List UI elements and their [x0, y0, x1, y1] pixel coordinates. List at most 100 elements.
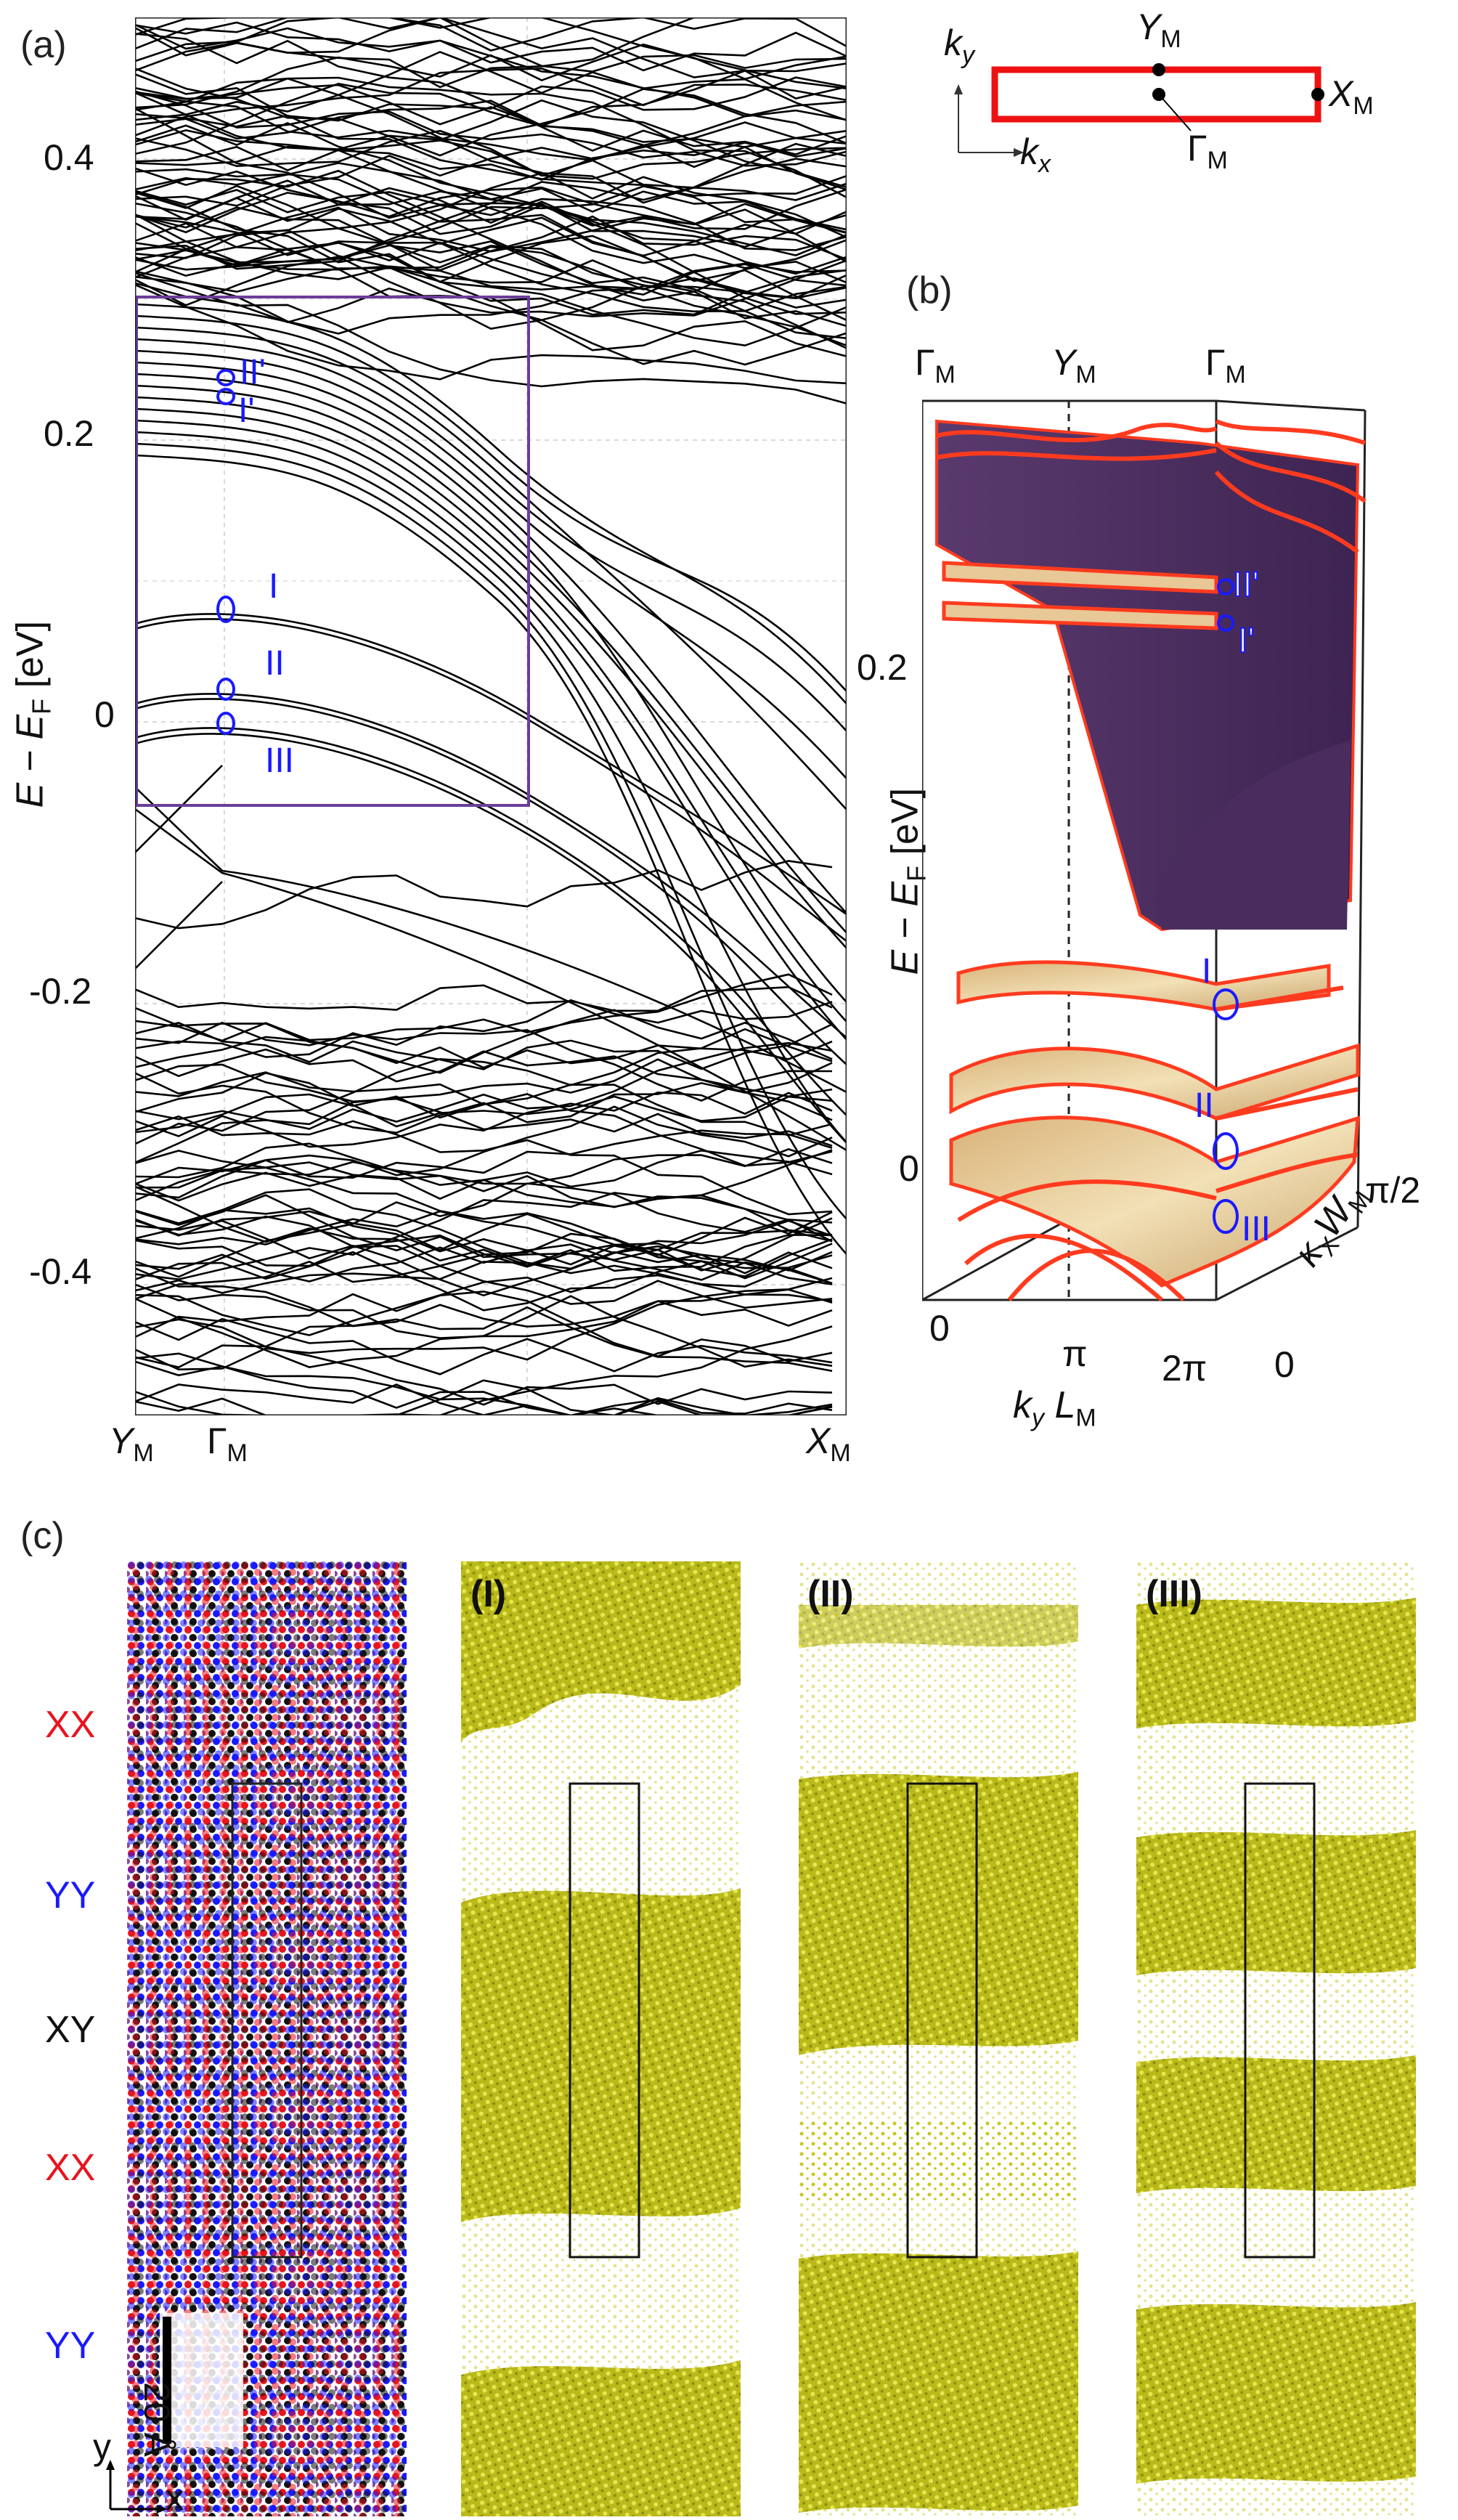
- band-line: [135, 92, 847, 161]
- band-line: [135, 1207, 833, 1277]
- band-line: [135, 1009, 833, 1074]
- region-XX-1: XX: [45, 1704, 96, 1746]
- band-line: [135, 984, 833, 1012]
- band-line: [135, 1182, 833, 1278]
- band-surface-III: [949, 1115, 1360, 1288]
- band-line: [135, 1161, 833, 1243]
- ytick-0-2: 0.2: [44, 413, 94, 454]
- point-Y: [1152, 63, 1165, 76]
- band-line: [135, 396, 847, 949]
- density-label-III: (III): [1146, 1573, 1202, 1615]
- ytick-0: 0: [94, 694, 115, 735]
- region-YY-1: YY: [45, 1874, 96, 1917]
- band-line: [135, 613, 847, 916]
- band-line: [135, 765, 223, 853]
- band-line: [135, 303, 847, 705]
- axis-y-label: y: [93, 2426, 111, 2467]
- band-line: [135, 129, 847, 181]
- b-xtick-pi: π: [1062, 1333, 1088, 1374]
- band-line: [135, 349, 847, 780]
- band-line: [135, 90, 847, 167]
- band-line: [135, 999, 833, 1058]
- band-line: [135, 1166, 833, 1280]
- band-line: [135, 973, 833, 1042]
- band-line: [135, 1306, 833, 1373]
- band-line: [135, 1267, 833, 1336]
- band-line: [135, 256, 847, 330]
- b-band-label-II-prime: II': [1232, 565, 1260, 605]
- band-line: [135, 229, 847, 316]
- band-line: [135, 191, 847, 300]
- b-marker-III: [1213, 1199, 1239, 1234]
- band-line: [135, 1243, 833, 1285]
- band-lines: [135, 17, 847, 1415]
- band-line: [135, 1105, 833, 1185]
- bz-Y-label: YM: [1136, 7, 1181, 53]
- ytick-neg-0-4: -0.4: [29, 1251, 92, 1292]
- xy-axes-icon: [106, 2460, 167, 2513]
- band-line: [135, 172, 847, 279]
- density-panel-I: [461, 1561, 741, 2516]
- upper-band-side: [1154, 741, 1351, 930]
- band-line: [135, 727, 847, 1116]
- band-line: [135, 618, 847, 943]
- band-line: [135, 259, 847, 324]
- ytick-0-4: 0.4: [44, 137, 94, 178]
- xtick-X: XM: [806, 1420, 851, 1467]
- density-label-I: (I): [471, 1573, 507, 1615]
- band-line: [135, 184, 847, 272]
- marker-I: [216, 596, 235, 623]
- b-marker-II: [1213, 1132, 1239, 1170]
- b-xtick-2pi: 2π: [1162, 1348, 1207, 1389]
- band-line: [135, 1148, 833, 1202]
- panel-a-ylabel: E − EF [eV]: [9, 620, 57, 808]
- band-line: [135, 1360, 833, 1415]
- b-band-label-II: II: [1194, 1086, 1214, 1125]
- band-line: [135, 1058, 833, 1164]
- band-line: [135, 17, 847, 81]
- band-line: [135, 121, 847, 207]
- band-line: [135, 693, 847, 1039]
- band-line: [135, 1062, 833, 1134]
- band-line: [135, 787, 847, 1094]
- band-line: [135, 338, 847, 732]
- band-line: [135, 215, 847, 296]
- point-X: [1311, 88, 1324, 101]
- band-line: [135, 431, 847, 1144]
- band-line: [135, 92, 847, 284]
- b-marker-I: [1213, 988, 1239, 1020]
- ytick-neg-0-2: -0.2: [29, 971, 92, 1012]
- band-line: [135, 1022, 833, 1070]
- ky-label: ky: [944, 23, 974, 69]
- unit-cell-outline-II: [906, 1782, 978, 2259]
- band-lines-red: [936, 419, 1367, 1302]
- b-xlabel: ky LM: [1013, 1384, 1096, 1432]
- band-line: [135, 1251, 833, 1300]
- band-line: [135, 881, 223, 970]
- band-line: [135, 1219, 833, 1297]
- band-line: [135, 190, 847, 275]
- band-line: [135, 442, 847, 1220]
- band-line: [135, 43, 847, 109]
- band-line: [135, 1041, 833, 1130]
- band-label-III: III: [265, 741, 295, 780]
- band-line: [135, 1007, 833, 1069]
- band-line: [135, 1021, 833, 1102]
- region-XY: XY: [45, 2009, 96, 2051]
- marker-III: [216, 712, 235, 735]
- band-line: [135, 1210, 833, 1251]
- band-line: [135, 1115, 833, 1216]
- band-line: [135, 222, 847, 366]
- band-line: [135, 1210, 833, 1254]
- band-slab-II-prime: [942, 561, 1218, 594]
- band-line: [135, 67, 847, 137]
- band-line: [135, 1352, 833, 1415]
- band-line: [135, 33, 847, 155]
- b-band-markers: [1213, 578, 1239, 1234]
- region-XX-2: XX: [45, 2147, 96, 2189]
- band-line: [135, 139, 847, 180]
- band-line: [135, 326, 847, 810]
- band-line: [135, 1265, 833, 1309]
- band-line: [135, 1063, 833, 1147]
- band-line: [135, 314, 847, 692]
